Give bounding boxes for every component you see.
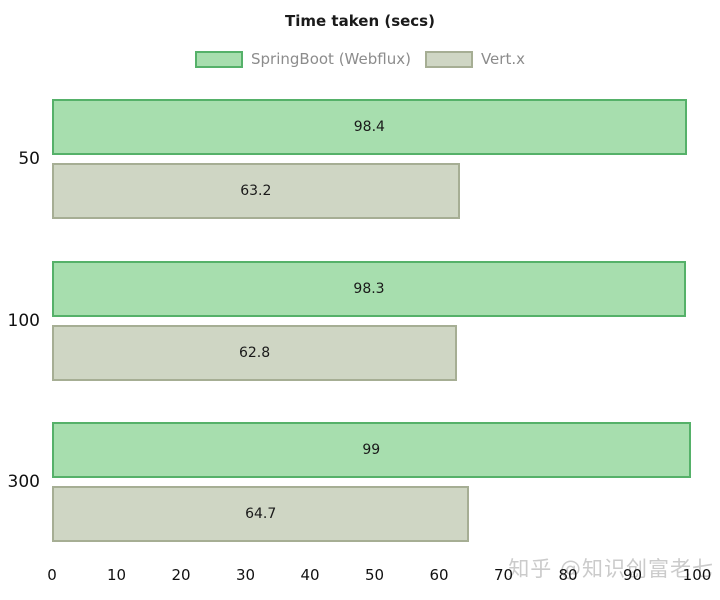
- bar-value-label: 98.3: [353, 281, 385, 297]
- bar-springboot-300: 99: [52, 422, 691, 478]
- springboot-swatch-icon: [195, 50, 243, 68]
- bar-springboot-100: 98.3: [52, 261, 687, 317]
- x-tick-label-50: 50: [364, 566, 385, 584]
- legend-item-vertx: Vert.x: [424, 50, 525, 68]
- x-tick-label-20: 20: [171, 566, 191, 584]
- legend-item-springboot: SpringBoot (Webflux): [195, 50, 411, 68]
- bar-vertx-50: 63.2: [52, 163, 460, 219]
- x-tick-label-70: 70: [493, 566, 514, 584]
- x-tick-label-90: 90: [622, 566, 643, 584]
- bar-value-label: 99: [362, 442, 381, 458]
- vertx-swatch-icon: [424, 50, 473, 68]
- bar-springboot-50: 98.4: [52, 99, 687, 155]
- y-category-label-50: 50: [18, 149, 40, 169]
- y-category-label-100: 100: [7, 311, 40, 331]
- x-tick-label-0: 0: [47, 566, 57, 584]
- legend-label-springboot: SpringBoot (Webflux): [251, 50, 411, 68]
- bar-value-label: 64.7: [245, 506, 277, 522]
- x-tick-label-80: 80: [558, 566, 578, 584]
- chart-title: Time taken (secs): [285, 12, 435, 30]
- x-tick-label-40: 40: [300, 566, 320, 584]
- bar-vertx-300: 64.7: [52, 486, 470, 542]
- bar-vertx-100: 62.8: [52, 325, 458, 381]
- watermark: 知乎 @知识创富老七: [508, 557, 714, 581]
- legend: SpringBoot (Webflux) Vert.x: [0, 50, 720, 68]
- x-tick-label-30: 30: [235, 566, 256, 584]
- bar-value-label: 63.2: [240, 183, 272, 199]
- legend-label-vertx: Vert.x: [480, 50, 525, 68]
- x-tick-label-100: 100: [682, 566, 712, 584]
- y-category-label-300: 300: [7, 472, 40, 492]
- x-tick-label-60: 60: [429, 566, 449, 584]
- bar-value-label: 62.8: [238, 345, 271, 361]
- x-tick-label-10: 10: [106, 566, 127, 584]
- bar-value-label: 98.4: [353, 119, 385, 135]
